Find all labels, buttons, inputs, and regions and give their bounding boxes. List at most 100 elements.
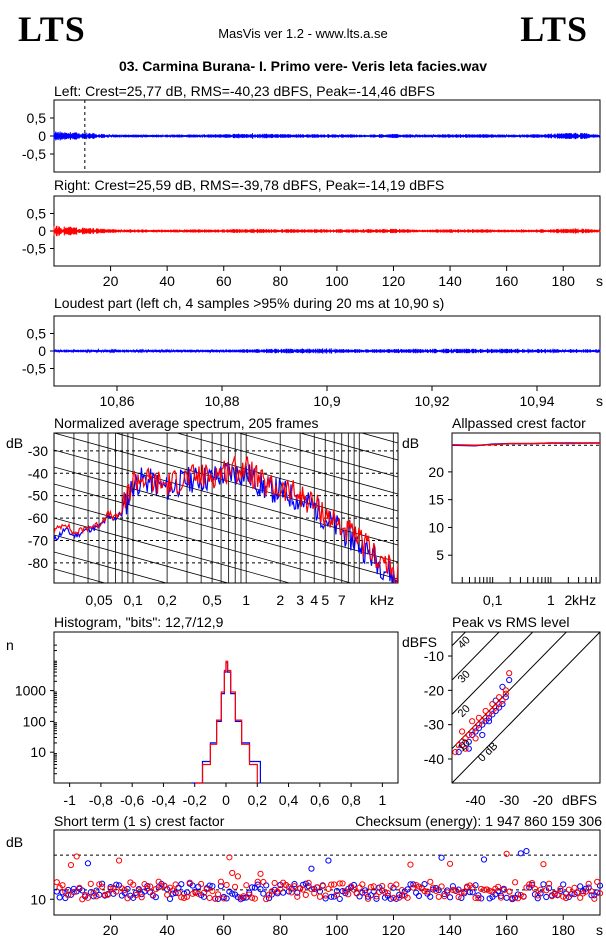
short-crest-point-0-52 <box>200 893 208 900</box>
spectrum-ytick-label-3: -60 <box>28 510 48 526</box>
short-crest-point-1-111 <box>367 884 374 891</box>
peak-rms-point-0-4 <box>472 728 479 735</box>
spectrum-xtick-label-5: 2 <box>276 592 284 608</box>
spectrum-ytick-label-2: -50 <box>28 488 48 504</box>
spectrum-slope-11 <box>54 483 398 580</box>
loudest-xtick-label-4: 10,94 <box>519 393 554 409</box>
loudest-xtick-label-3: 10,92 <box>414 393 449 409</box>
right_wave-xtick-label-8: 180 <box>552 273 576 289</box>
loudest-ytick-label-2: -0,5 <box>22 361 46 377</box>
short-crest-point-0-187 <box>582 885 589 892</box>
histogram-ylabel: n <box>6 637 14 653</box>
peak-rms-point-1-9 <box>482 714 489 721</box>
short-crest-point-1-57 <box>214 891 222 898</box>
app-title: MasVis ver 1.2 - www.lts.a.se <box>218 26 388 41</box>
allpass-ytick-label-3: 5 <box>436 547 444 563</box>
peak-rms-diag-label-2: 20 <box>456 703 473 720</box>
short-crest-point-1-25 <box>124 895 131 902</box>
peak-rms-point-1-14 <box>499 697 506 704</box>
short-crest-point-1-6 <box>70 889 77 896</box>
short-crest-point-1-140 <box>449 886 456 894</box>
short-crest-point-1-93 <box>316 893 324 900</box>
peak-rms-point-0-12 <box>499 700 506 708</box>
short-crest-point-1-159 <box>503 850 510 857</box>
short-crest-point-1-77 <box>271 879 278 887</box>
peak-rms-point-1-11 <box>489 707 496 715</box>
short-crest-point-1-46 <box>183 893 191 900</box>
short-crest-point-1-174 <box>545 880 553 887</box>
short-crest-point-1-29 <box>135 887 142 894</box>
spectrum-slope-6 <box>175 433 398 495</box>
short-crest-point-1-8 <box>76 884 83 891</box>
short-crest-point-0-138 <box>444 887 451 894</box>
short-crest-point-1-56 <box>212 895 219 902</box>
peak-rms-point-0-3 <box>469 731 476 739</box>
peak-rms-point-1-18 <box>469 718 476 725</box>
spectrum-xtick-label-7: 4 <box>310 592 318 608</box>
file-title: 03. Carmina Burana- I. Primo vere- Veris… <box>118 58 488 74</box>
short-crest-point-0-96 <box>325 857 332 864</box>
short-crest-point-1-106 <box>353 890 360 897</box>
peak-rms-point-1-10 <box>485 711 493 718</box>
short-crest-point-1-86 <box>297 885 304 892</box>
short-crest-point-1-61 <box>226 854 233 861</box>
short-crest-point-1-181 <box>565 886 572 893</box>
peak-rms-ylabel: dBFS <box>402 634 437 650</box>
short-crest-point-1-5 <box>67 861 75 869</box>
short-crest-point-1-30 <box>138 894 145 901</box>
short-crest-point-1-2 <box>59 882 66 889</box>
short-crest-point-0-58 <box>217 883 225 890</box>
short-crest-point-0-132 <box>427 893 434 900</box>
allpass-x-unit: kHz <box>572 592 596 608</box>
short-crest-point-0-90 <box>308 865 315 872</box>
short-crest-point-1-85 <box>294 893 301 900</box>
lts-logo-right: LTS <box>520 9 588 49</box>
short-crest-xtick-label-4: 100 <box>325 922 349 938</box>
lts-logo-left: LTS <box>18 9 86 49</box>
histogram-frame <box>53 631 399 784</box>
short-crest-point-1-11 <box>84 894 92 901</box>
short-crest-point-0-46 <box>183 889 191 896</box>
short-crest-point-0-95 <box>322 895 329 902</box>
short-crest-point-0-16 <box>98 880 106 887</box>
short-crest-point-1-33 <box>147 883 154 890</box>
histogram-series-1 <box>194 660 258 784</box>
short-crest-point-1-90 <box>308 886 315 893</box>
peak-rms-point-0-11 <box>495 704 503 711</box>
short-crest-point-1-35 <box>152 886 159 893</box>
short-crest-point-1-100 <box>336 880 343 887</box>
short-crest-point-1-169 <box>531 885 539 892</box>
short-crest-point-0-159 <box>503 894 510 901</box>
short-crest-point-0-84 <box>291 880 298 888</box>
short-crest-point-0-24 <box>121 889 128 897</box>
peak-rms-point-0-8 <box>485 714 493 721</box>
histogram-title: Histogram, "bits": 12,7/12,9 <box>54 614 224 630</box>
short-crest-point-1-84 <box>291 883 298 890</box>
short-crest-point-1-67 <box>243 882 250 889</box>
short-crest-point-1-96 <box>325 885 332 892</box>
peak-rms-point-0-10 <box>492 707 499 715</box>
short-crest-point-1-37 <box>158 883 165 890</box>
histogram-xtick-label-3: -0,4 <box>151 792 175 808</box>
short-crest-point-0-44 <box>178 881 185 888</box>
short-crest-point-1-98 <box>330 881 338 888</box>
short-crest-point-1-42 <box>172 881 179 888</box>
short-crest-point-1-116 <box>381 889 389 896</box>
peak-rms-diag-label-4: 0 dB <box>476 740 500 764</box>
peak-rms-point-1-2 <box>458 738 466 745</box>
short-crest-point-1-70 <box>251 895 258 902</box>
short-crest-point-1-62 <box>229 869 236 877</box>
peak-rms-point-1-20 <box>482 707 489 715</box>
short-crest-point-1-191 <box>594 878 601 886</box>
peak-rms-point-1-6 <box>472 724 479 732</box>
peak-rms-point-0-13 <box>502 694 509 701</box>
short-crest-point-0-102 <box>342 890 349 897</box>
peak-rms-diag-1 <box>452 632 500 681</box>
short-crest-point-0-71 <box>254 881 261 888</box>
peak-rms-point-1-23 <box>502 687 509 694</box>
short-crest-point-1-82 <box>285 883 292 891</box>
short-crest-point-0-151 <box>480 856 488 863</box>
spectrum-ylabel: dB <box>6 435 23 451</box>
short-crest-point-1-17 <box>101 891 109 898</box>
short-crest-point-1-177 <box>554 891 561 898</box>
